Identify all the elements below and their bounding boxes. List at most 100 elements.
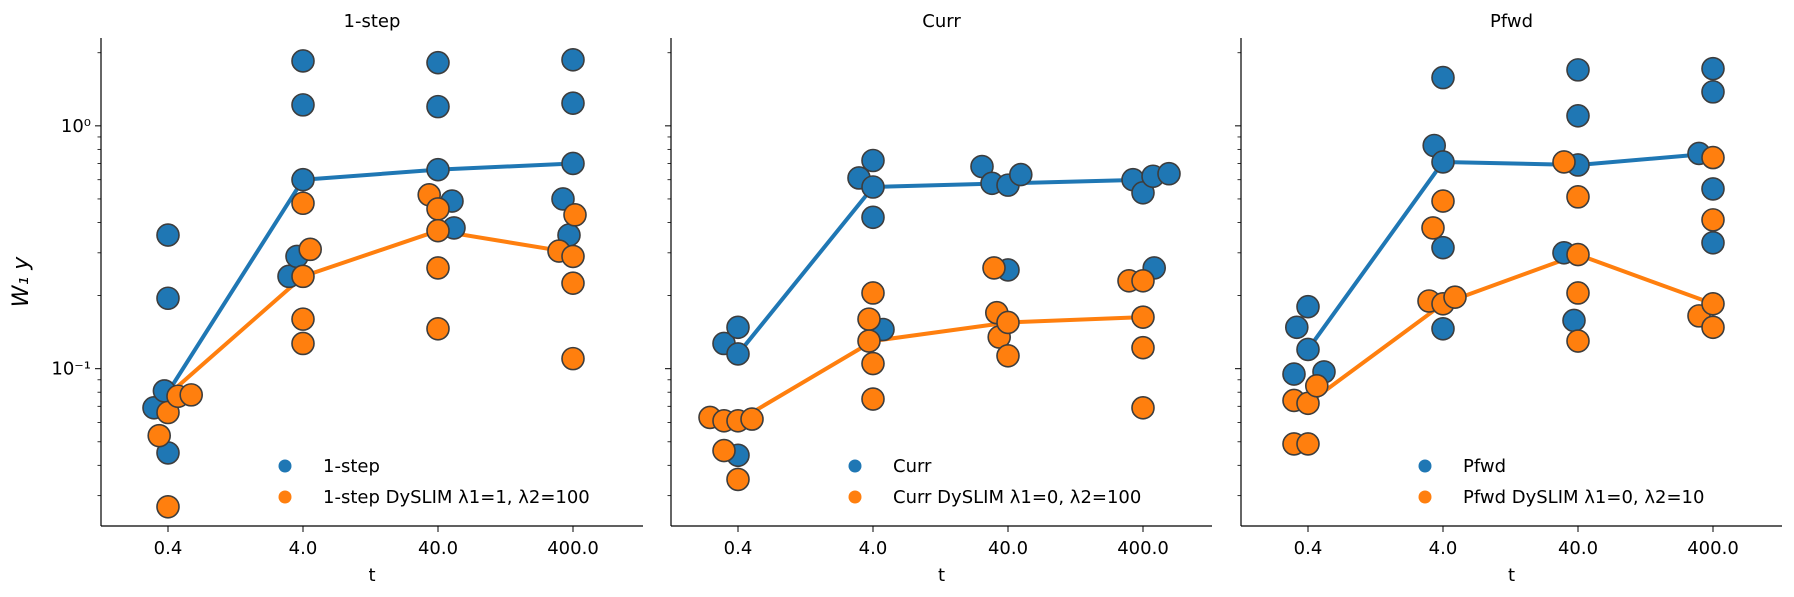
data-point-series-1 xyxy=(1431,65,1455,90)
legend-marker xyxy=(278,459,292,473)
data-point-series-1 xyxy=(1701,230,1725,255)
data-point-series-2 xyxy=(712,438,736,463)
x-tick-label: 0.4 xyxy=(724,538,753,559)
data-point-series-1 xyxy=(561,151,585,176)
data-point-series-2 xyxy=(726,467,750,492)
y-axis-label: W₁ y xyxy=(9,256,34,308)
data-point-series-2 xyxy=(291,191,315,216)
data-point-series-1 xyxy=(861,205,885,230)
data-point-series-2 xyxy=(996,343,1020,368)
data-point-series-2 xyxy=(1701,208,1725,232)
data-point-series-2 xyxy=(1701,145,1725,170)
data-point-series-1 xyxy=(551,187,575,211)
series-line-2 xyxy=(736,315,1144,423)
data-point-series-2 xyxy=(861,387,885,411)
data-point-series-2 xyxy=(561,271,585,295)
x-tick-label: 400.0 xyxy=(547,538,599,559)
x-axis-label: t xyxy=(1508,565,1515,586)
data-point-series-2 xyxy=(982,256,1006,280)
data-point-series-2 xyxy=(857,329,881,353)
data-point-series-2 xyxy=(426,316,450,341)
data-point-series-2 xyxy=(1131,305,1155,329)
legend-marker xyxy=(1418,490,1432,504)
panel-2: 0.4 4.0 40.0 400.0 Curr t Curr Curr DySLIM λ1=0… xyxy=(665,11,1212,586)
data-point-series-1 xyxy=(1562,308,1586,333)
legend-marker xyxy=(1418,459,1432,473)
panel-3: 0.4 4.0 40.0 400.0 Pfwd t Pfwd Pfwd DySLIM λ1=0… xyxy=(1235,11,1782,586)
x-tick-label: 4.0 xyxy=(859,538,888,559)
data-point-series-1 xyxy=(291,167,315,192)
data-point-series-1 xyxy=(1285,315,1309,340)
legend-label: Curr xyxy=(893,456,932,477)
data-point-series-2 xyxy=(861,351,885,376)
data-point-series-1 xyxy=(426,50,450,75)
data-point-series-2 xyxy=(1305,374,1329,398)
data-point-series-2 xyxy=(1566,185,1590,209)
data-point-series-1 xyxy=(1566,103,1590,128)
data-point-series-2 xyxy=(1431,189,1455,213)
data-point-series-2 xyxy=(1566,242,1590,267)
data-point-series-1 xyxy=(561,48,585,72)
legend-label: 1-step xyxy=(323,456,380,477)
y-tick-label: 10⁰ xyxy=(61,116,91,137)
data-point-series-2 xyxy=(179,383,203,407)
data-point-series-2 xyxy=(1443,285,1467,309)
x-tick-label: 400.0 xyxy=(1687,538,1739,559)
data-point-series-2 xyxy=(156,494,180,519)
series-line-1 xyxy=(166,161,574,394)
data-point-series-1 xyxy=(1008,162,1033,187)
data-point-series-2 xyxy=(1701,315,1725,340)
series-line-1 xyxy=(1306,151,1714,351)
data-point-series-2 xyxy=(147,423,171,448)
data-point-series-2 xyxy=(561,346,585,371)
series-line-2 xyxy=(1306,252,1714,405)
data-point-series-2 xyxy=(1131,335,1155,360)
legend-marker xyxy=(848,490,862,504)
x-tick-label: 4.0 xyxy=(289,538,318,559)
data-point-series-1 xyxy=(1282,362,1306,386)
legend-label: Pfwd DySLIM λ1=0, λ2=10 xyxy=(1463,487,1704,508)
panel-title: 1-step xyxy=(344,11,401,32)
data-point-series-2 xyxy=(857,307,881,331)
data-point-series-2 xyxy=(291,307,315,331)
panel-1: 10⁻¹ 10⁰ 0.4 4.0 40.0 400.0 1-step t 1-step 1-ste… xyxy=(51,11,643,586)
data-point-series-1 xyxy=(726,342,750,366)
data-point-series-2 xyxy=(561,244,585,269)
data-point-series-1 xyxy=(1566,58,1590,82)
series-line-2 xyxy=(166,228,574,397)
series-line-1 xyxy=(736,177,1144,356)
data-point-series-1 xyxy=(1157,161,1181,186)
data-point-series-1 xyxy=(156,223,180,247)
panel-title: Curr xyxy=(922,11,961,32)
data-point-series-2 xyxy=(1421,216,1445,240)
data-point-series-2 xyxy=(1566,281,1590,305)
x-axis-label: t xyxy=(368,565,375,586)
data-point-series-1 xyxy=(1701,177,1725,201)
data-point-series-1 xyxy=(1431,316,1455,341)
legend-marker xyxy=(278,490,292,504)
legend-marker xyxy=(848,459,862,473)
data-point-series-1 xyxy=(1296,337,1320,362)
data-point-series-2 xyxy=(1566,329,1590,353)
data-point-series-1 xyxy=(1296,294,1320,319)
data-point-series-2 xyxy=(1131,269,1155,293)
y-tick-label: 10⁻¹ xyxy=(51,359,91,380)
data-point-series-1 xyxy=(291,93,315,117)
data-point-series-1 xyxy=(1701,56,1725,81)
data-point-series-2 xyxy=(426,197,450,221)
data-point-series-1 xyxy=(561,91,585,115)
data-point-series-2 xyxy=(426,218,450,243)
x-tick-label: 400.0 xyxy=(1117,538,1169,559)
legend-label: 1-step DySLIM λ1=1, λ2=100 xyxy=(323,487,590,508)
data-point-series-2 xyxy=(426,256,450,280)
legend-label: Curr DySLIM λ1=0, λ2=100 xyxy=(893,487,1141,508)
x-tick-label: 0.4 xyxy=(154,538,183,559)
data-point-series-1 xyxy=(1431,235,1455,260)
data-point-series-1 xyxy=(1701,80,1725,104)
x-tick-label: 0.4 xyxy=(1294,538,1323,559)
data-point-series-1 xyxy=(1431,150,1455,174)
data-point-series-2 xyxy=(1131,396,1155,420)
legend-label: Pfwd xyxy=(1463,456,1506,477)
data-point-series-1 xyxy=(291,49,315,73)
